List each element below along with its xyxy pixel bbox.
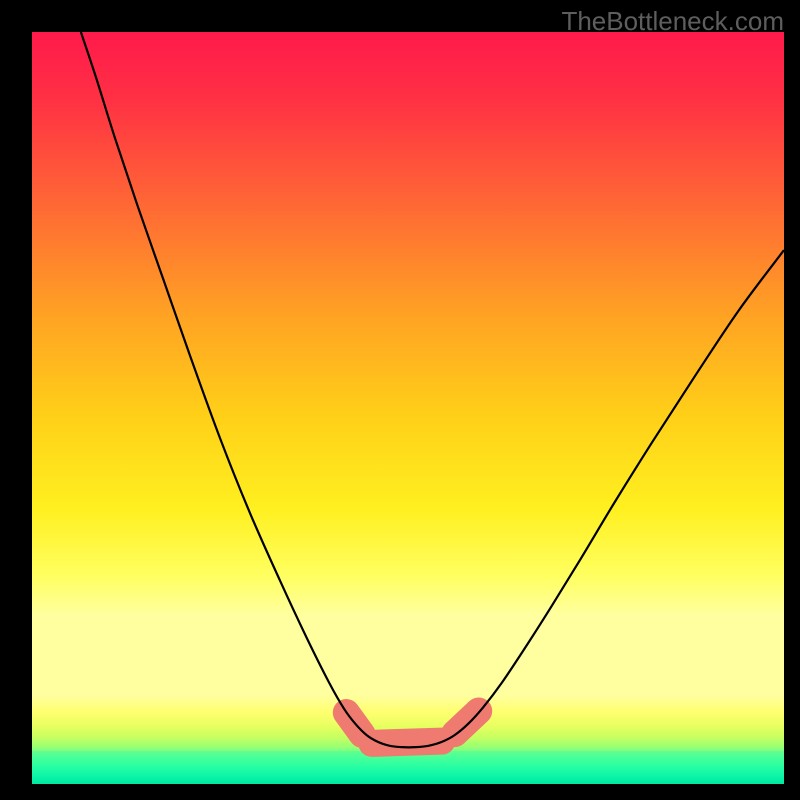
bottleneck-curve bbox=[81, 32, 784, 747]
chart-overlay bbox=[0, 0, 800, 800]
watermark-text: TheBottleneck.com bbox=[561, 6, 784, 37]
bottleneck-marker-segment bbox=[455, 711, 479, 734]
chart-stage: TheBottleneck.com bbox=[0, 0, 800, 800]
